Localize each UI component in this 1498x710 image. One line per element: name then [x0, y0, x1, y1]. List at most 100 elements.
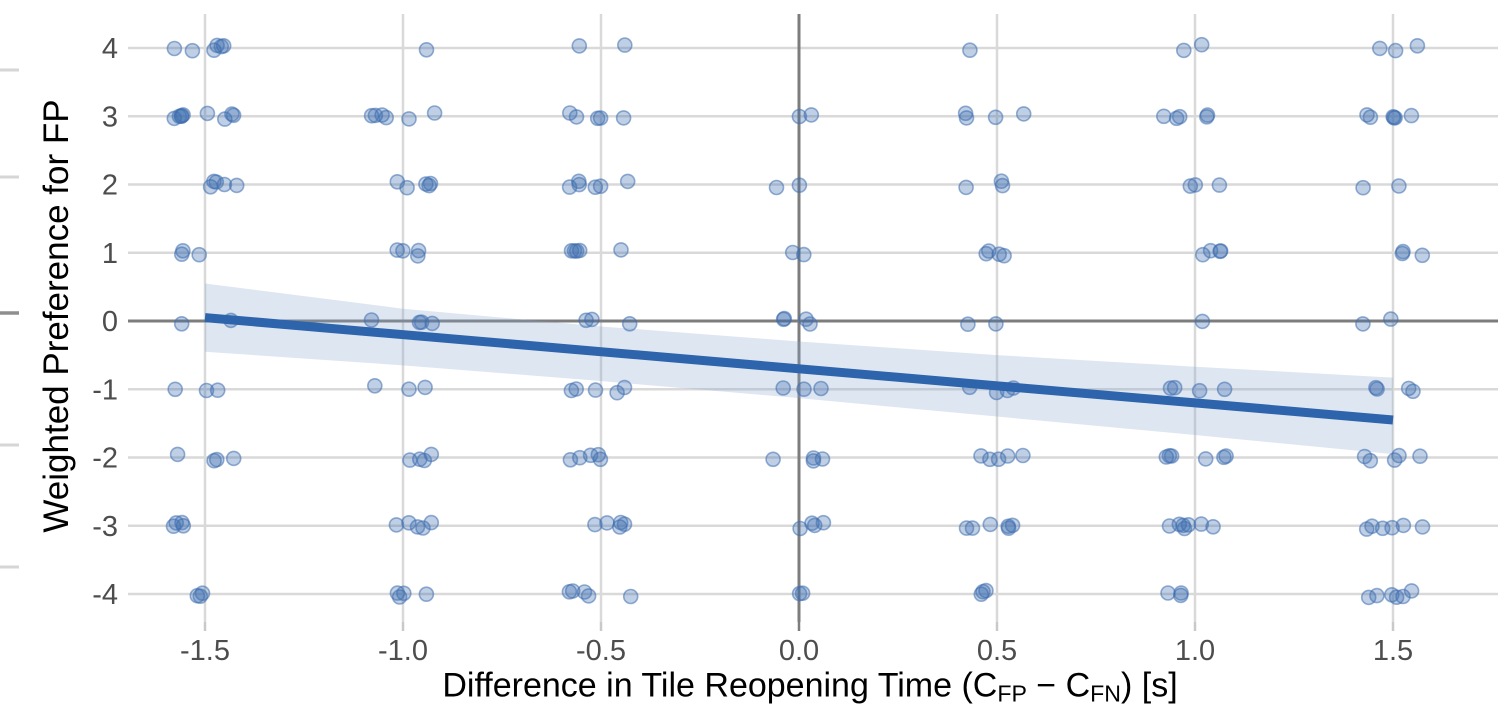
- scatter-point: [1000, 518, 1017, 535]
- scatter-point: [994, 177, 1011, 194]
- scatter-point: [389, 242, 406, 258]
- scatter-point: [584, 311, 600, 328]
- scatter-point: [1386, 452, 1403, 468]
- scatter-point: [958, 110, 975, 126]
- scatter-point: [374, 107, 390, 123]
- scatter-point: [413, 314, 430, 331]
- scatter-point: [1194, 313, 1211, 330]
- scatter-point: [1197, 451, 1214, 467]
- scatter-point: [184, 42, 201, 59]
- scatter-point: [999, 448, 1016, 464]
- x-tick-label: 1.5: [1373, 635, 1413, 667]
- scatter-point: [592, 178, 609, 194]
- y-tick-label: -4: [92, 579, 118, 611]
- scatter-point: [363, 312, 380, 328]
- scatter-point: [409, 519, 426, 535]
- x-tick-label: -1.0: [378, 635, 428, 667]
- x-tick-label: 0.5: [977, 635, 1017, 667]
- scatter-point: [165, 518, 182, 535]
- scatter-point: [987, 109, 1004, 126]
- scatter-point: [194, 585, 211, 602]
- scatter-point: [599, 515, 615, 531]
- scatter-point: [1364, 518, 1380, 535]
- scatter-point: [388, 517, 405, 533]
- scatter-point: [1414, 519, 1431, 535]
- scatter-point: [805, 453, 822, 469]
- y-tick-label: 2: [102, 170, 118, 202]
- scatter-point: [798, 311, 814, 328]
- scatter-point: [806, 517, 823, 534]
- scatter-point: [167, 381, 183, 398]
- y-tick-label: -2: [92, 443, 118, 475]
- scatter-point: [1384, 519, 1400, 536]
- scatter-point: [202, 179, 219, 195]
- scatter-point: [962, 42, 978, 59]
- scatter-point: [1362, 109, 1379, 125]
- scatter-point: [391, 589, 408, 605]
- scatter-point: [791, 177, 808, 193]
- scatter-point: [1173, 585, 1189, 601]
- scatter-point: [1015, 447, 1031, 464]
- scatter-point: [1212, 243, 1229, 259]
- y-tick-label: 1: [102, 238, 118, 270]
- scatter-point: [1166, 379, 1183, 396]
- x-tick-label: 0.0: [779, 635, 819, 667]
- y-tick-label: 3: [102, 101, 118, 133]
- scatter-point: [1391, 178, 1407, 194]
- scatter-point: [592, 451, 609, 468]
- y-tick-label: 0: [102, 306, 118, 338]
- scatter-point: [418, 586, 435, 603]
- scatter-point: [410, 242, 427, 259]
- scatter-point: [422, 175, 439, 192]
- scatter-point: [563, 382, 580, 399]
- scatter-point: [791, 108, 808, 125]
- scatter-point: [768, 179, 785, 196]
- scatter-point: [1199, 109, 1215, 125]
- x-axis-subscript-fp: FP: [997, 680, 1027, 707]
- y-tick-label: -3: [92, 511, 118, 543]
- scatter-point: [988, 316, 1004, 332]
- scatter-point: [1409, 37, 1426, 54]
- axis-tick-marks: [203, 622, 1395, 631]
- scatter-point: [198, 382, 215, 399]
- scatter-point: [587, 179, 604, 195]
- scatter-point: [173, 315, 190, 332]
- scatter-point: [792, 520, 808, 537]
- x-tick-label: -0.5: [576, 635, 626, 667]
- scatter-point: [401, 381, 417, 398]
- scatter-point: [1383, 311, 1399, 327]
- x-axis-title-text: Difference in Tile Reopening Time (C: [442, 666, 998, 705]
- scatter-point: [415, 520, 431, 536]
- scatter-point: [1216, 449, 1232, 466]
- cropped-panel-ticks: [0, 68, 19, 569]
- scatter-point: [209, 382, 226, 399]
- scatter-point: [169, 446, 186, 463]
- scatter-point: [1405, 383, 1421, 400]
- scatter-point: [1171, 108, 1188, 125]
- scatter-point: [958, 179, 974, 196]
- scatter-point: [366, 377, 383, 394]
- scatter-points: [165, 36, 1431, 606]
- scatter-point: [964, 520, 981, 536]
- scatter-point: [587, 382, 604, 398]
- scatter-point: [401, 514, 417, 531]
- scatter-point: [958, 520, 975, 536]
- scatter-point: [1356, 448, 1373, 465]
- scatter-point: [417, 379, 433, 396]
- scatter-point: [1195, 246, 1211, 263]
- scatter-point: [1384, 586, 1400, 603]
- scatter-point: [1211, 177, 1228, 193]
- scatter-point: [813, 380, 829, 397]
- scatter-point: [1193, 516, 1210, 532]
- y-tick-label: 4: [102, 33, 118, 65]
- y-tick-label: -1: [92, 374, 118, 406]
- scatter-point: [191, 246, 207, 263]
- scatter-point: [1160, 585, 1176, 601]
- scatter-point: [568, 109, 585, 125]
- scatter-point: [206, 452, 222, 469]
- x-axis-subscript-fn: FN: [1090, 680, 1121, 707]
- scatter-point: [815, 514, 832, 531]
- scatter-point: [973, 448, 989, 464]
- scatter-point: [1403, 583, 1420, 599]
- scatter-point: [795, 246, 812, 263]
